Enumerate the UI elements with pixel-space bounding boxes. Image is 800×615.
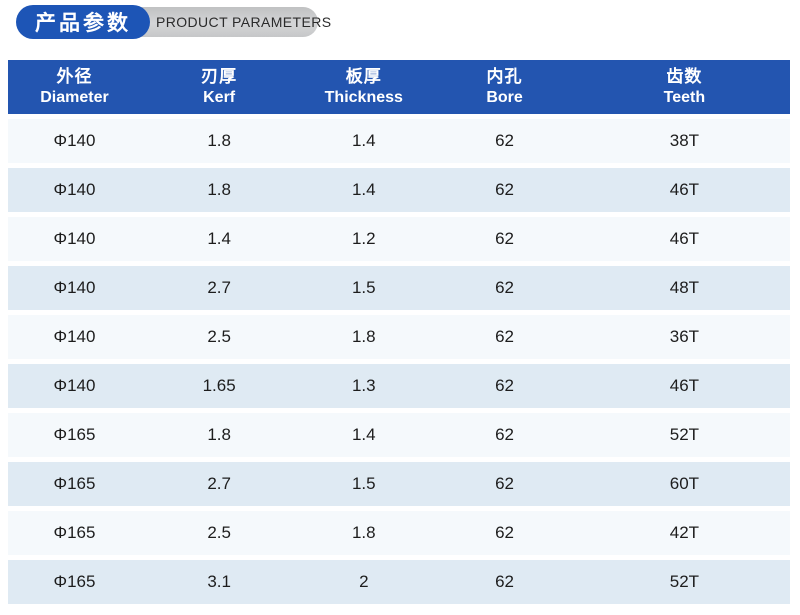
table-cell: Φ140: [53, 180, 96, 199]
table-row: Φ165 1.8 1.4 62 52T: [8, 413, 790, 457]
header-label-zh: 内孔: [486, 67, 523, 87]
table-cell: 1.5: [351, 278, 376, 297]
table-cell: Φ140: [53, 278, 96, 297]
table-cell: 1.8: [351, 523, 376, 542]
table-row: Φ140 1.8 1.4 62 38T: [8, 119, 790, 163]
table-cell: 42T: [669, 523, 700, 542]
table-cell: 62: [495, 572, 515, 591]
table-cell: 1.65: [202, 376, 236, 395]
table-cell: 62: [495, 425, 515, 444]
table-cell: 62: [495, 523, 515, 542]
table-cell: 1.4: [207, 229, 231, 248]
table-cell: 36T: [669, 327, 700, 346]
table-body: Φ140 1.8 1.4 62 38T Φ140 1.8 1.4 62 46T Φ140 1.4 1.2…: [8, 119, 790, 604]
parameters-table: 外径 Diameter 刃厚 Kerf 板厚 Thickness 内孔 Bore 齿数 Teeth…: [8, 60, 790, 604]
header-cell-diameter: 外径 Diameter: [8, 67, 141, 107]
table-cell: 1.8: [351, 327, 376, 346]
table-header-row: 外径 Diameter 刃厚 Kerf 板厚 Thickness 内孔 Bore 齿数 Teeth: [8, 60, 790, 114]
section-title-english: PRODUCT PARAMETERS: [156, 14, 332, 30]
table-cell: 62: [495, 376, 515, 395]
table-cell: 2.7: [207, 278, 231, 297]
table-cell: 2.7: [207, 474, 231, 493]
header-cell-teeth: 齿数 Teeth: [579, 67, 790, 107]
section-title-badge: PRODUCT PARAMETERS 产品参数: [0, 0, 800, 40]
table-cell: 38T: [669, 131, 700, 150]
header-cell-bore: 内孔 Bore: [430, 67, 579, 107]
table-row: Φ165 2.7 1.5 62 60T: [8, 462, 790, 506]
header-label-en: Thickness: [324, 88, 403, 106]
table-cell: 46T: [669, 229, 700, 248]
header-label-en: Bore: [486, 88, 523, 106]
table-cell: Φ165: [53, 523, 96, 542]
table-cell: 1.4: [351, 425, 376, 444]
header-label-zh: 外径: [56, 67, 93, 87]
table-cell: 1.8: [207, 180, 231, 199]
header-label-en: Kerf: [203, 88, 236, 106]
table-cell: 46T: [669, 180, 700, 199]
table-row: Φ140 2.7 1.5 62 48T: [8, 266, 790, 310]
table-cell: 1.3: [351, 376, 376, 395]
table-row: Φ140 1.65 1.3 62 46T: [8, 364, 790, 408]
header-label-zh: 齿数: [666, 67, 703, 87]
table-cell: 62: [495, 229, 515, 248]
table-cell: 48T: [669, 278, 700, 297]
table-cell: 62: [495, 327, 515, 346]
table-cell: 2.5: [207, 327, 231, 346]
table-row: Φ140 1.8 1.4 62 46T: [8, 168, 790, 212]
table-row: Φ140 2.5 1.8 62 36T: [8, 315, 790, 359]
table-cell: Φ140: [53, 131, 96, 150]
table-cell: 1.2: [351, 229, 376, 248]
table-cell: 3.1: [207, 572, 231, 591]
header-label-zh: 刃厚: [201, 67, 238, 87]
chinese-title-pill: 产品参数: [16, 5, 150, 39]
table-cell: 46T: [669, 376, 700, 395]
table-cell: 1.5: [351, 474, 376, 493]
table-cell: 1.4: [351, 131, 376, 150]
header-label-zh: 板厚: [345, 67, 382, 87]
table-cell: 52T: [669, 425, 700, 444]
table-cell: 1.4: [351, 180, 376, 199]
table-cell: Φ140: [53, 327, 96, 346]
table-cell: 60T: [669, 474, 700, 493]
section-title-chinese: 产品参数: [35, 12, 131, 35]
table-cell: Φ165: [53, 572, 96, 591]
header-cell-thickness: 板厚 Thickness: [297, 67, 430, 107]
table-cell: Φ140: [53, 376, 96, 395]
table-row: Φ165 2.5 1.8 62 42T: [8, 511, 790, 555]
table-cell: 62: [495, 474, 515, 493]
table-row: Φ140 1.4 1.2 62 46T: [8, 217, 790, 261]
table-cell: Φ165: [53, 474, 96, 493]
header-label-en: Diameter: [40, 88, 109, 106]
table-cell: 2.5: [207, 523, 231, 542]
table-cell: 1.8: [207, 131, 231, 150]
table-cell: 62: [495, 131, 515, 150]
table-cell: 52T: [669, 572, 700, 591]
table-cell: 1.8: [207, 425, 231, 444]
header-cell-kerf: 刃厚 Kerf: [141, 67, 297, 107]
table-cell: 62: [495, 180, 515, 199]
table-row: Φ165 3.1 2 62 52T: [8, 560, 790, 604]
table-cell: 62: [495, 278, 515, 297]
table-cell: 2: [359, 572, 369, 591]
table-cell: Φ140: [53, 229, 96, 248]
header-label-en: Teeth: [663, 88, 706, 106]
table-cell: Φ165: [53, 425, 96, 444]
